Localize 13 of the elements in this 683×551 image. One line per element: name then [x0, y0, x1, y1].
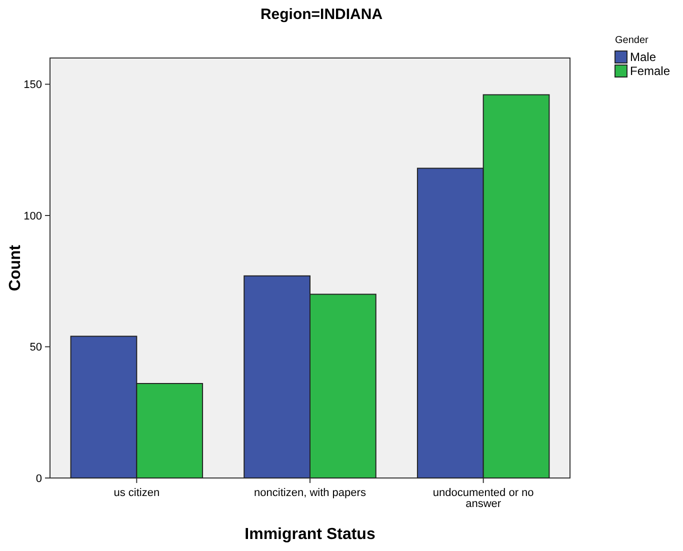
x-axis-title: Immigrant Status — [244, 526, 376, 543]
y-tick-label: 0 — [36, 472, 42, 485]
chart-title: Region=INDIANA — [260, 6, 383, 23]
y-tick-label: 100 — [24, 210, 42, 222]
legend-label: Female — [630, 64, 670, 78]
y-tick-label: 150 — [24, 79, 42, 92]
x-tick-label: us citizen — [114, 487, 160, 499]
y-axis-title: Count — [7, 244, 24, 292]
y-tick-label: 50 — [30, 342, 42, 354]
x-tick-label: undocumented or no answer — [432, 487, 534, 510]
legend-label: Male — [630, 50, 656, 64]
legend-title: Gender — [615, 35, 650, 46]
x-tick-label: noncitizen, with papers — [254, 487, 366, 499]
